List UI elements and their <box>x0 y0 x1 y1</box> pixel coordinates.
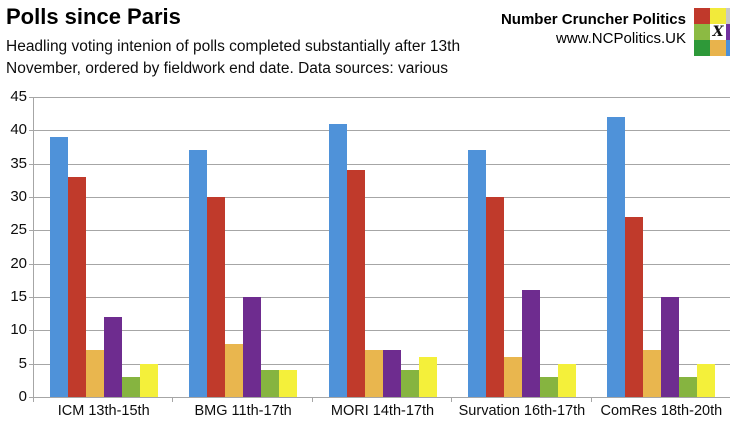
y-axis-label: 0 <box>18 388 27 405</box>
logo-cell <box>726 40 730 56</box>
bar-red <box>625 217 644 397</box>
x-axis-tick <box>311 397 313 402</box>
bar-yellow <box>557 363 576 397</box>
bar-blue <box>189 150 208 397</box>
chart-subtitle-line2: November, ordered by fieldwork end date.… <box>6 59 448 77</box>
logo-cell <box>694 24 710 40</box>
bar-red <box>346 170 365 397</box>
bar-group-4 <box>452 97 591 397</box>
y-axis-tick <box>29 397 34 398</box>
bar-purple <box>661 297 680 397</box>
ncp-logo: X <box>694 8 730 56</box>
gridline-15 <box>34 297 730 299</box>
logo-cell <box>694 8 710 24</box>
logo-x-mark: X <box>712 24 724 40</box>
bar-red <box>67 177 86 397</box>
x-axis-label: ComRes 18th-20th <box>600 403 723 419</box>
bar-green <box>261 370 280 397</box>
gridline-10 <box>34 330 730 332</box>
bar-group-3 <box>313 97 452 397</box>
chart-subtitle: Headling voting intenion of polls comple… <box>6 36 460 79</box>
x-axis-tick <box>590 397 592 402</box>
bar-orange <box>85 350 104 397</box>
bar-group-2 <box>173 97 312 397</box>
y-axis-label: 30 <box>10 188 27 206</box>
brand-block: Number Cruncher Politics www.NCPolitics.… <box>501 10 686 48</box>
y-axis-tick <box>29 130 34 132</box>
logo-cell <box>726 8 730 24</box>
logo-cell <box>726 24 730 40</box>
bar-groups <box>34 97 730 397</box>
bar-green <box>679 377 698 397</box>
bar-green <box>539 377 558 397</box>
x-axis-label: Survation 16th-17th <box>458 403 586 419</box>
logo-cell <box>710 40 726 56</box>
y-axis-label: 5 <box>18 354 27 372</box>
bar-red <box>485 197 504 397</box>
bar-orange <box>225 343 244 397</box>
y-axis-label: 15 <box>10 288 27 306</box>
logo-cell <box>694 40 710 56</box>
y-axis-tick <box>29 363 34 365</box>
y-axis-label: 35 <box>10 154 27 172</box>
bar-blue <box>607 117 626 397</box>
bar-purple <box>103 317 122 397</box>
bar-red <box>207 197 226 397</box>
x-axis-labels: ICM 13th-15th BMG 11th-17th MORI 14th-17th… <box>34 403 730 419</box>
plot-area: 0 5 10 15 20 25 30 35 40 45 ICM 13th-15th BMG 11th-… <box>10 88 730 419</box>
bar-group-1 <box>34 97 173 397</box>
bar-orange <box>643 350 662 397</box>
bar-orange <box>503 357 522 397</box>
bar-purple <box>521 290 540 397</box>
gridline-45 <box>34 97 730 98</box>
bar-orange <box>364 350 383 397</box>
gridline-30 <box>34 197 730 199</box>
x-axis-tick <box>33 397 34 402</box>
y-axis-tick <box>29 297 34 299</box>
y-axis-label: 20 <box>10 254 27 272</box>
bar-purple <box>382 350 401 397</box>
y-axis-tick <box>29 97 34 98</box>
y-axis-label: 40 <box>10 121 27 139</box>
y-axis-label: 45 <box>10 88 27 105</box>
y-axis-tick <box>29 197 34 199</box>
bar-purple <box>243 297 262 397</box>
bar-yellow <box>279 370 298 397</box>
gridline-25 <box>34 230 730 232</box>
bar-blue <box>467 150 486 397</box>
bar-green <box>400 370 419 397</box>
y-axis-tick <box>29 163 34 165</box>
bar-yellow <box>139 363 158 397</box>
x-axis-tick <box>172 397 174 402</box>
y-axis-tick <box>29 330 34 332</box>
logo-cell: X <box>710 24 726 40</box>
bar-green <box>121 377 140 397</box>
gridline-35 <box>34 163 730 165</box>
bar-blue <box>49 137 68 397</box>
x-axis-tick <box>451 397 453 402</box>
x-axis-label: MORI 14th-17th <box>330 403 435 419</box>
y-axis-tick <box>29 263 34 265</box>
brand-url: www.NCPolitics.UK <box>555 30 686 47</box>
y-axis-label: 10 <box>10 321 27 339</box>
bar-yellow <box>418 357 437 397</box>
x-axis-label: BMG 11th-17th <box>194 403 292 419</box>
bar-blue <box>328 123 347 397</box>
brand-name: Number Cruncher Politics <box>500 11 686 28</box>
bar-group-5 <box>592 97 730 397</box>
y-axis-tick <box>29 230 34 232</box>
gridline-20 <box>34 263 730 265</box>
logo-cell <box>710 8 726 24</box>
gridline-40 <box>34 130 730 132</box>
chart-subtitle-line1: Headling voting intenion of polls comple… <box>6 38 461 55</box>
x-axis-label: ICM 13th-15th <box>57 403 150 419</box>
chart-title: Polls since Paris <box>6 4 181 29</box>
y-axis-label: 25 <box>10 221 27 239</box>
bar-yellow <box>697 363 716 397</box>
